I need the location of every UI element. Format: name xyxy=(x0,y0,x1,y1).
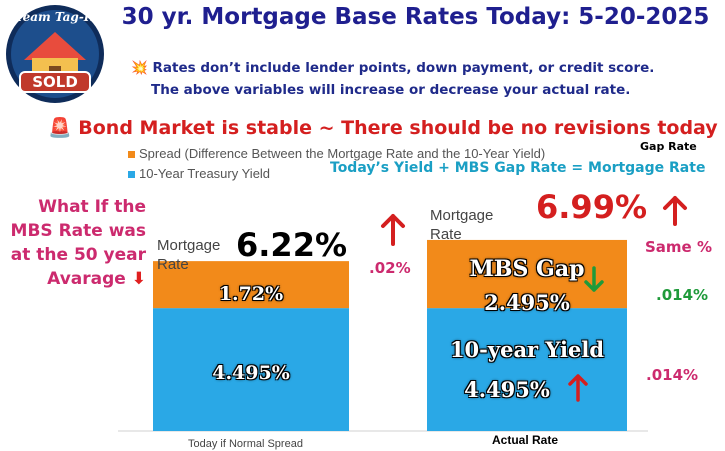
bond-market-status: 🚨 Bond Market is stable ~ There should b… xyxy=(48,117,718,139)
red-up-arrow-icon xyxy=(380,212,406,250)
yield-change: .014% xyxy=(646,366,699,384)
green-down-arrow-icon xyxy=(583,266,605,298)
bar-spread-left xyxy=(153,261,349,309)
what-if-line-4-text: Avarage xyxy=(47,269,126,289)
what-if-line-4: Avarage ⬇ xyxy=(4,267,146,291)
left-rate-change: .02% xyxy=(369,259,411,277)
logo-script-text: Team Tag-It xyxy=(15,10,95,24)
legend-swatch-yield xyxy=(128,171,135,179)
bar-yield-right xyxy=(427,308,627,431)
page-title: 30 yr. Mortgage Base Rates Today: 5-20-2… xyxy=(121,4,710,30)
red-up-arrow-icon-3 xyxy=(567,372,589,406)
formula-text: Today’s Yield + MBS Gap Rate = Mortgage … xyxy=(330,160,706,176)
logo-sold-text: SOLD xyxy=(32,73,78,91)
disclaimer-line-1: 💥 Rates don’t include lender points, dow… xyxy=(131,60,655,76)
left-total-rate: 6.22% xyxy=(236,226,348,264)
right-mortgage-label-line-1: Mortgage xyxy=(430,207,494,224)
red-up-arrow-icon-2 xyxy=(662,194,688,230)
gap-change: .014% xyxy=(656,286,709,304)
x-label-left: Today if Normal Spread xyxy=(188,438,303,450)
right-mortgage-label-line-2: Rate xyxy=(430,226,462,243)
red-down-arrow-icon: ⬇ xyxy=(131,269,146,289)
left-mortgage-label: Mortgage Rate xyxy=(157,236,220,274)
left-yield-value: 4.495% xyxy=(212,362,290,384)
gap-rate-label: Gap Rate xyxy=(640,140,697,153)
what-if-line-3: at the 50 year xyxy=(10,245,146,265)
x-label-right: Actual Rate xyxy=(492,433,559,447)
what-if-line-2: MBS Rate was xyxy=(10,221,146,241)
legend-label-spread: Spread (Difference Between the Mortgage … xyxy=(139,146,546,161)
left-mortgage-label-line-2: Rate xyxy=(157,256,189,273)
bar-yield-left xyxy=(153,308,349,431)
disclaimer-line-2: The above variables will increase or dec… xyxy=(151,82,631,98)
legend-item-yield: 10-Year Treasury Yield xyxy=(128,166,270,181)
right-gap-title: MBS Gap xyxy=(469,256,585,282)
what-if-note: What If the MBS Rate was at the 50 year … xyxy=(4,195,146,291)
right-mortgage-label: Mortgage Rate xyxy=(430,206,493,244)
legend-label-yield: 10-Year Treasury Yield xyxy=(139,166,271,181)
team-tag-it-logo: Team Tag-It SOLD xyxy=(2,2,108,106)
right-yield-value: 4.495% xyxy=(464,377,550,402)
right-total-rate: 6.99% xyxy=(536,188,648,226)
same-percent-note: Same % xyxy=(645,238,712,256)
what-if-line-1: What If the xyxy=(38,197,146,217)
right-gap-value: 2.495% xyxy=(484,290,570,315)
legend-item-spread: Spread (Difference Between the Mortgage … xyxy=(128,146,545,161)
left-spread-value: 1.72% xyxy=(218,283,284,305)
legend-swatch-spread xyxy=(128,151,135,159)
left-mortgage-label-line-1: Mortgage xyxy=(157,237,221,254)
right-yield-title: 10-year Yield xyxy=(449,337,605,362)
